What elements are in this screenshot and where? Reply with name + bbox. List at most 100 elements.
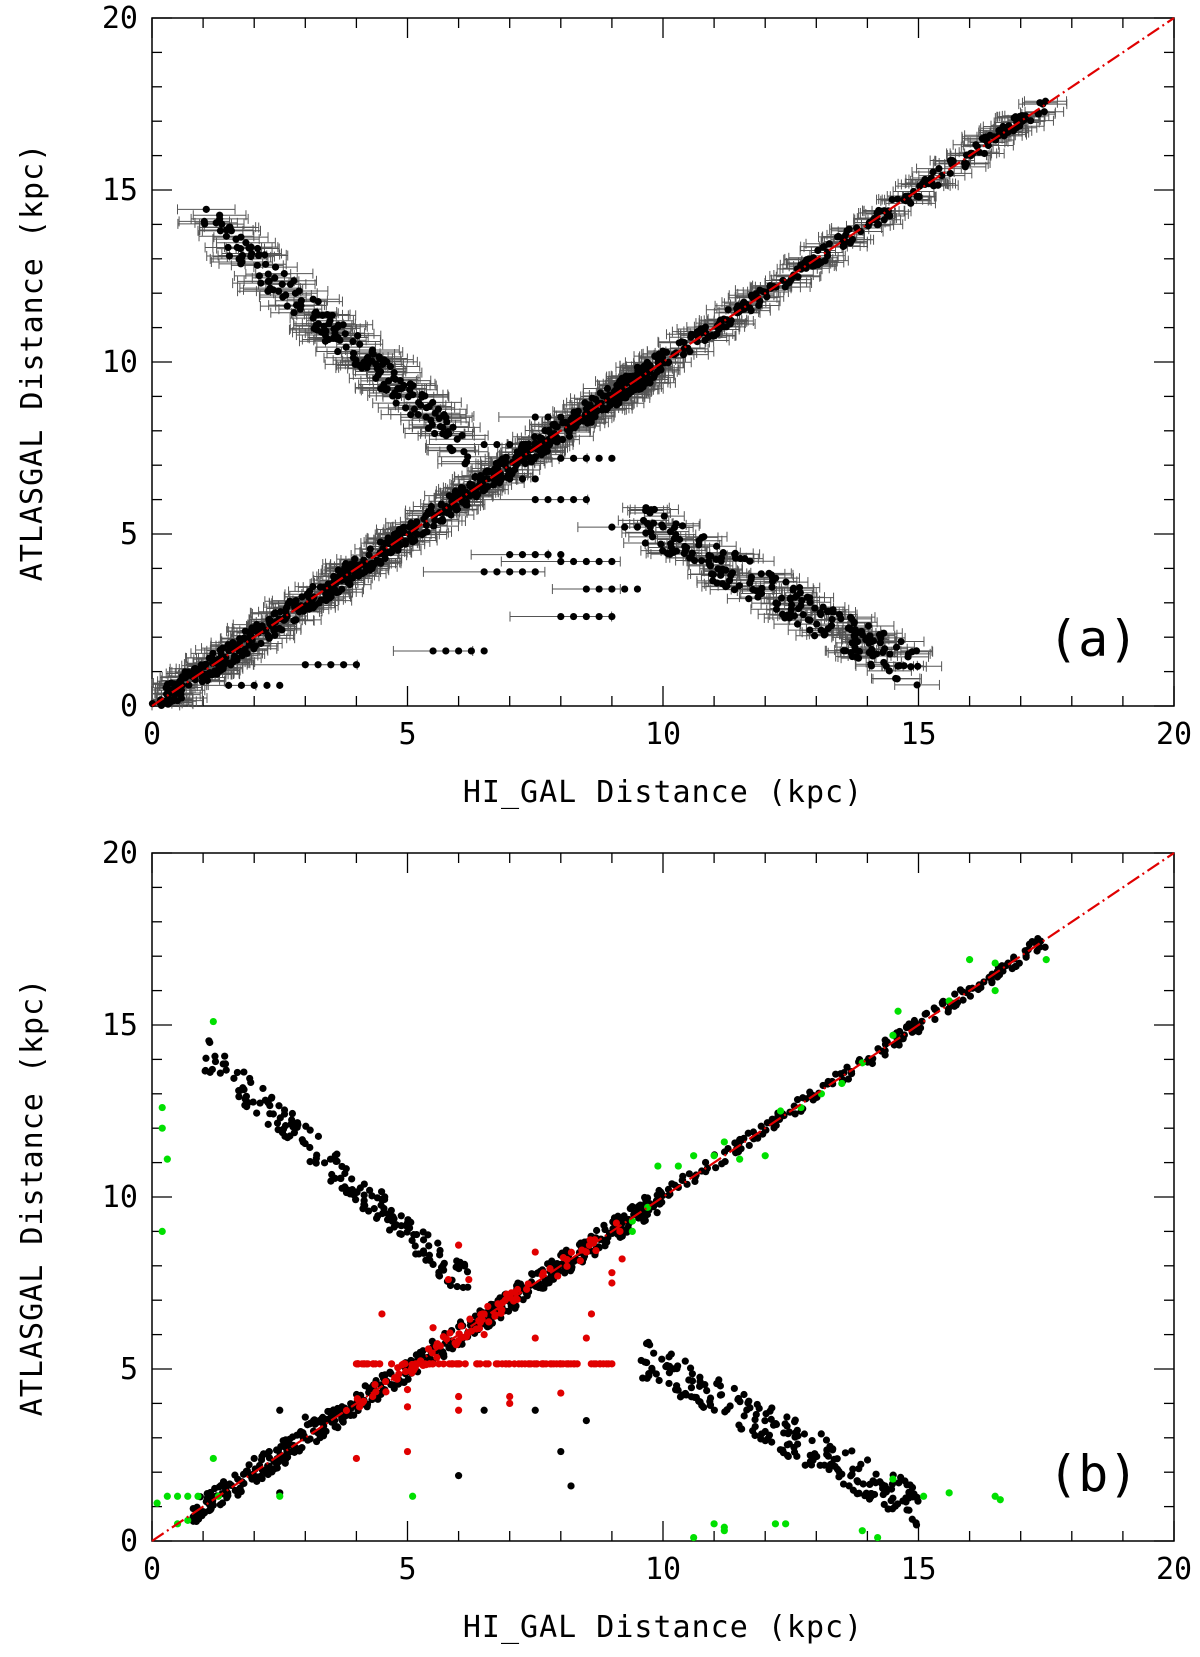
data-point — [627, 387, 635, 395]
data-point — [678, 338, 686, 346]
data-point — [637, 385, 645, 393]
data-point — [747, 292, 756, 300]
data-point — [877, 207, 885, 215]
data-point — [961, 159, 969, 167]
data-point — [275, 287, 283, 295]
x-tick-label: 15 — [900, 717, 936, 752]
data-point — [541, 426, 549, 435]
data-point — [948, 157, 956, 165]
data-point — [537, 437, 545, 445]
data-point — [344, 570, 352, 578]
data-point — [662, 348, 671, 356]
data-point — [422, 521, 431, 529]
data-point — [972, 141, 980, 149]
data-point — [387, 548, 396, 556]
data-point — [1039, 100, 1047, 108]
data-point — [390, 369, 398, 377]
data-point — [337, 570, 345, 578]
data-point — [257, 639, 265, 648]
panel-a-points — [148, 97, 1050, 710]
data-point — [602, 406, 610, 414]
data-point — [422, 511, 430, 519]
data-point — [549, 437, 557, 445]
data-point — [587, 418, 595, 426]
data-point — [309, 601, 317, 609]
data-point — [641, 362, 649, 370]
data-point — [282, 604, 290, 613]
data-point — [241, 627, 249, 635]
data-point — [202, 660, 210, 668]
data-point — [295, 608, 303, 616]
data-point — [181, 668, 189, 676]
data-point — [265, 616, 273, 624]
data-point — [874, 220, 882, 228]
data-point — [825, 240, 833, 248]
data-point — [1027, 117, 1035, 125]
data-point — [298, 593, 306, 601]
data-point — [206, 669, 215, 677]
data-point — [779, 276, 787, 285]
data-point — [341, 564, 349, 572]
data-point — [219, 665, 227, 673]
data-point — [290, 617, 298, 625]
data-point — [198, 677, 206, 686]
data-point — [946, 169, 954, 177]
data-point — [275, 624, 284, 633]
data-point — [756, 286, 764, 294]
data-point — [558, 435, 567, 444]
data-point — [886, 212, 894, 220]
data-point — [930, 182, 938, 190]
data-point — [251, 642, 260, 650]
data-point — [814, 246, 822, 255]
data-point — [221, 658, 230, 667]
data-point — [809, 262, 817, 270]
data-point — [401, 540, 409, 548]
data-point — [462, 501, 470, 509]
data-point — [995, 126, 1003, 134]
data-point — [265, 634, 273, 642]
data-point — [347, 560, 355, 568]
data-point — [724, 306, 732, 314]
data-point — [621, 389, 629, 397]
data-point — [701, 336, 709, 345]
panel-a-tick-labels: 0 5 10 15 20 0 5 10 15 20 — [102, 1, 1192, 752]
data-point — [697, 325, 705, 333]
data-point — [224, 641, 232, 649]
x-tick-label: 20 — [1156, 717, 1192, 752]
data-point — [603, 384, 612, 393]
data-point — [739, 299, 748, 307]
data-point — [451, 490, 459, 498]
data-point — [185, 681, 193, 689]
data-point — [650, 371, 658, 380]
data-point — [236, 635, 244, 643]
data-point — [302, 604, 310, 612]
x-tick-label: 0 — [143, 717, 161, 752]
data-point — [316, 583, 324, 591]
data-point — [356, 340, 364, 348]
data-point — [794, 273, 802, 281]
data-point — [272, 609, 280, 617]
y-tick-label: 20 — [102, 1, 138, 36]
data-point — [453, 435, 461, 443]
data-point — [431, 516, 439, 524]
data-point — [354, 572, 363, 580]
data-point — [559, 419, 567, 427]
y-tick-label: 0 — [120, 689, 138, 724]
data-point — [620, 378, 628, 386]
data-point — [596, 389, 604, 397]
data-point — [532, 453, 540, 461]
data-point — [482, 468, 490, 476]
data-point — [317, 596, 325, 604]
data-point — [230, 652, 239, 660]
data-point — [626, 372, 634, 380]
panel-a-ticks — [151, 17, 1175, 707]
data-point — [1004, 128, 1012, 137]
data-point — [407, 534, 415, 542]
data-point — [679, 351, 688, 359]
data-point — [938, 171, 946, 180]
data-point — [351, 555, 359, 563]
data-point — [427, 502, 435, 511]
data-point — [880, 216, 888, 224]
y-tick-label: 5 — [120, 517, 138, 552]
